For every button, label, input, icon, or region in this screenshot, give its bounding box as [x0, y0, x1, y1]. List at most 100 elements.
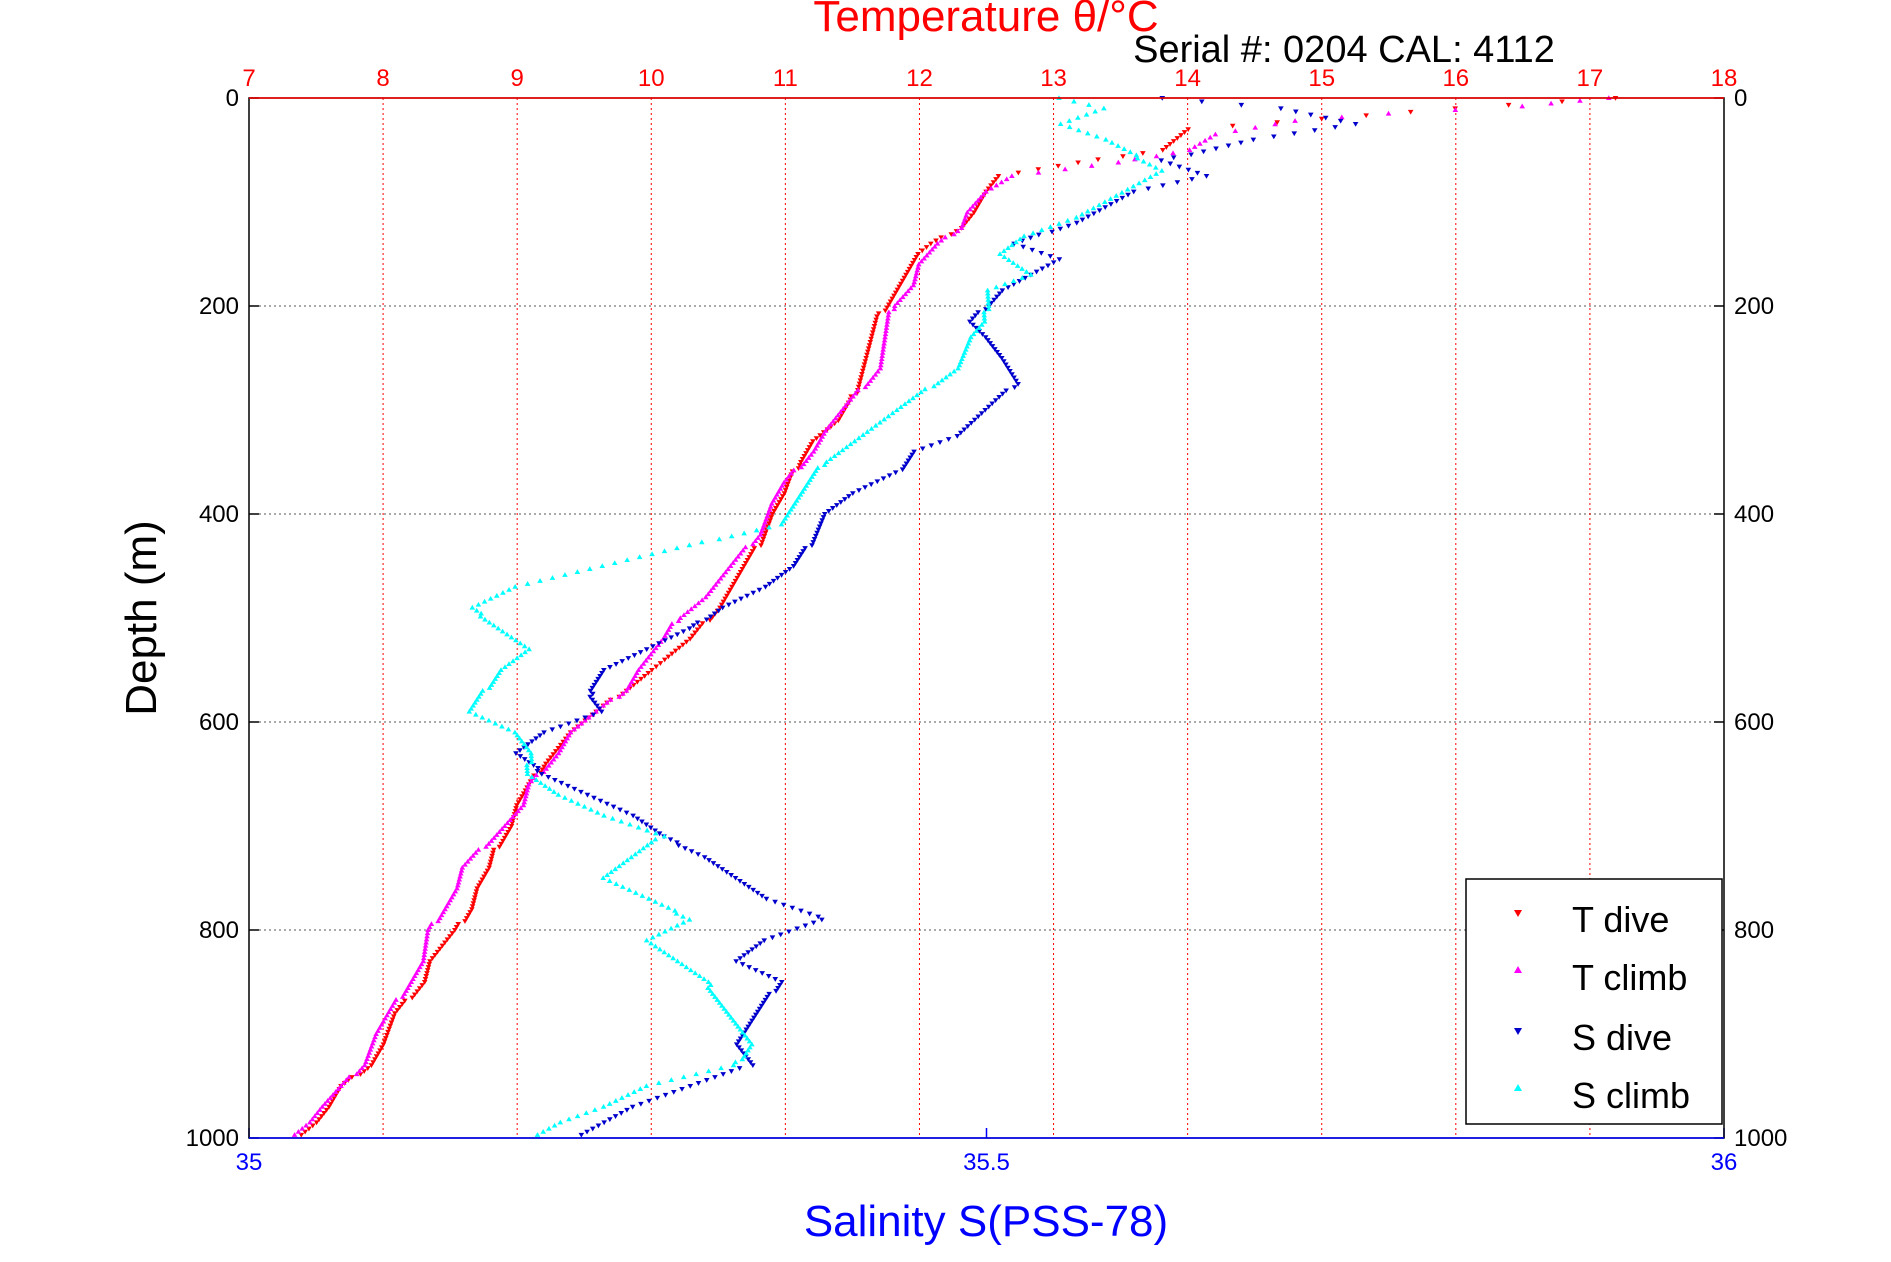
data-point — [880, 346, 886, 352]
data-point — [701, 976, 707, 982]
data-point — [1200, 149, 1207, 155]
y-tick-label-left: 600 — [199, 709, 239, 736]
data-point — [515, 808, 521, 814]
data-point — [1153, 153, 1160, 159]
data-point — [924, 252, 930, 258]
data-point — [1102, 199, 1108, 204]
data-point — [481, 598, 488, 604]
data-point — [401, 998, 408, 1004]
data-point — [475, 601, 482, 607]
data-point — [835, 412, 841, 418]
data-point — [692, 630, 698, 636]
data-point — [680, 629, 687, 635]
data-point — [672, 648, 679, 654]
data-point — [971, 210, 977, 216]
data-point — [510, 658, 516, 664]
data-point — [798, 460, 804, 465]
data-point — [1198, 99, 1205, 105]
data-point — [533, 772, 540, 778]
data-point — [882, 331, 889, 337]
data-point — [1278, 106, 1284, 112]
data-point — [741, 881, 748, 887]
data-point — [707, 982, 714, 987]
data-point — [568, 797, 575, 803]
data-point — [324, 1098, 331, 1103]
data-point — [1225, 143, 1232, 149]
data-point — [907, 455, 914, 461]
data-point — [798, 908, 804, 914]
data-point — [821, 512, 828, 517]
data-point — [864, 349, 871, 355]
data-point — [1015, 170, 1022, 176]
data-point — [1385, 110, 1392, 116]
data-point — [575, 723, 581, 729]
data-point — [831, 453, 838, 459]
data-point — [662, 1092, 669, 1098]
data-point — [555, 746, 562, 751]
data-point — [499, 723, 505, 729]
data-point — [479, 688, 486, 693]
data-point — [470, 702, 476, 708]
data-point — [1194, 170, 1201, 176]
x-top-tick-label: 10 — [638, 65, 665, 92]
data-point — [985, 404, 992, 410]
data-point — [1559, 99, 1565, 105]
data-point — [528, 759, 535, 765]
data-point — [674, 958, 681, 964]
data-point — [591, 700, 598, 706]
data-point — [643, 657, 649, 663]
data-point — [543, 761, 549, 767]
data-point — [736, 1045, 742, 1051]
data-point — [620, 860, 627, 866]
data-point — [884, 305, 890, 311]
data-point — [869, 333, 875, 339]
data-point — [586, 714, 592, 720]
data-point — [679, 961, 685, 967]
data-point — [508, 634, 515, 640]
data-point — [872, 320, 879, 326]
data-point — [728, 533, 735, 539]
data-point — [648, 940, 654, 946]
data-point — [473, 711, 479, 717]
data-point — [777, 932, 784, 938]
data-point — [790, 564, 797, 569]
data-point — [967, 206, 973, 212]
data-point — [612, 1114, 619, 1119]
data-point — [581, 803, 588, 809]
data-point — [1029, 247, 1036, 253]
data-point — [923, 245, 930, 250]
data-point — [707, 618, 713, 623]
data-point — [1094, 133, 1100, 139]
data-point — [475, 846, 482, 852]
data-point — [1035, 167, 1042, 173]
data-point — [482, 616, 488, 622]
data-point — [442, 940, 448, 946]
data-point — [1109, 139, 1115, 145]
data-point — [843, 444, 850, 450]
data-point — [505, 726, 512, 732]
data-point — [753, 527, 760, 533]
data-point — [755, 535, 761, 540]
data-point — [517, 748, 523, 754]
data-point — [669, 651, 675, 657]
data-point — [775, 985, 781, 991]
data-point — [1127, 149, 1134, 155]
data-point — [803, 458, 810, 463]
data-point — [992, 398, 999, 404]
data-point — [467, 910, 473, 915]
data-point — [1047, 224, 1054, 229]
data-point — [1125, 192, 1131, 198]
data-point — [1307, 112, 1314, 118]
data-point — [695, 600, 702, 606]
data-point — [1007, 369, 1013, 374]
data-point — [872, 422, 879, 428]
data-point — [498, 667, 504, 672]
data-point — [389, 1003, 396, 1008]
data-point — [813, 436, 820, 442]
data-point — [1332, 125, 1338, 130]
data-point — [1073, 220, 1080, 226]
data-point — [499, 628, 506, 634]
data-point — [947, 371, 953, 377]
data-point — [760, 536, 767, 542]
data-point — [541, 730, 547, 736]
